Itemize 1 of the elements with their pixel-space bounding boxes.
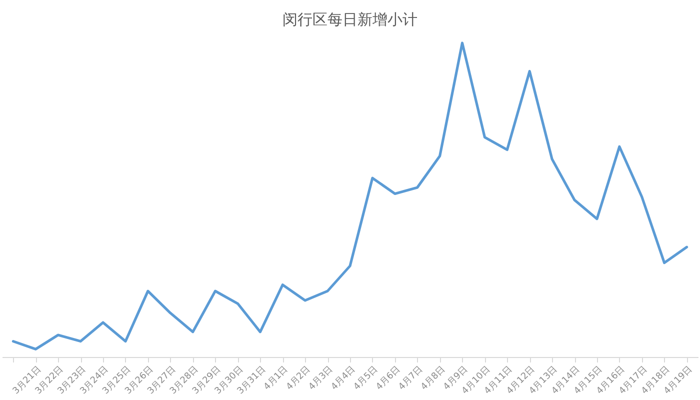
chart-title: 闵行区每日新增小计 <box>282 10 418 29</box>
